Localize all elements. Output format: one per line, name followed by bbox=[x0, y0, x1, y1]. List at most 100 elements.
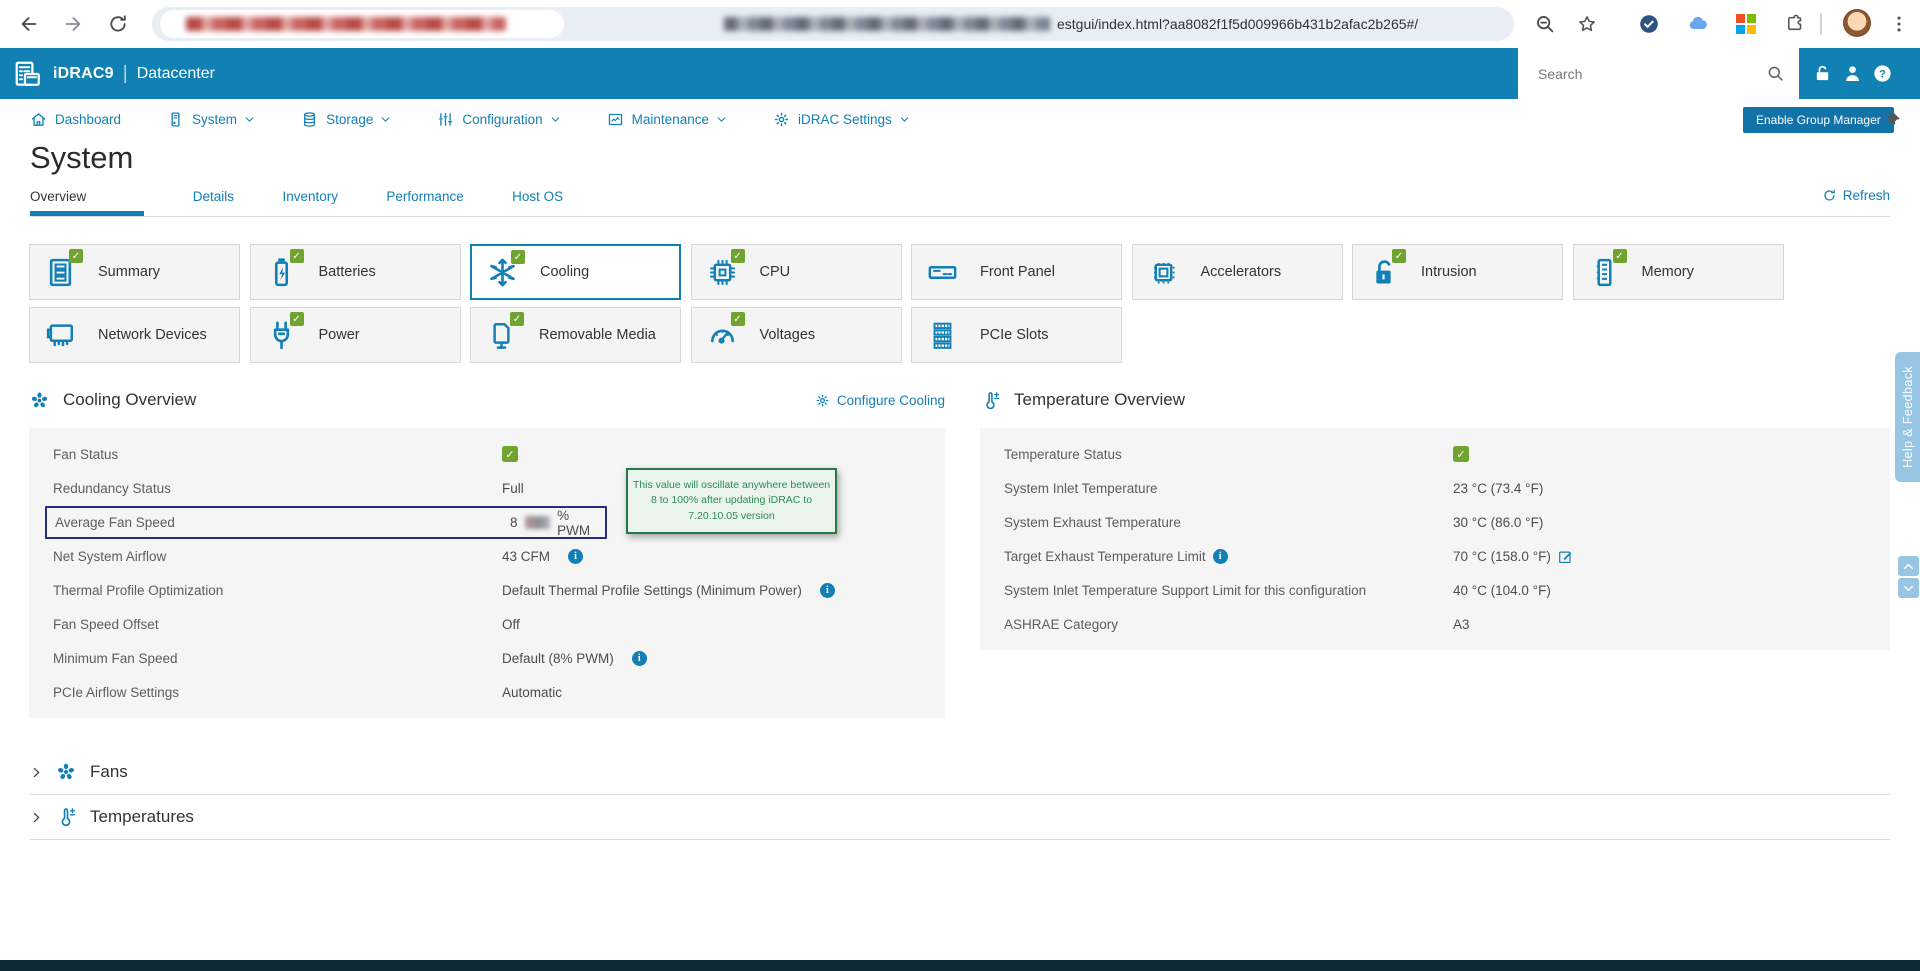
browser-profile-avatar[interactable] bbox=[1843, 9, 1871, 37]
browser-menu-dots-icon[interactable] bbox=[1888, 13, 1910, 35]
refresh-button[interactable]: Refresh bbox=[1822, 188, 1890, 203]
tab-bar: Overview Details Inventory Performance H… bbox=[30, 188, 1890, 217]
tab[interactable]: Inventory bbox=[282, 189, 338, 204]
microsoft-logo-icon[interactable] bbox=[1736, 14, 1756, 34]
lock-icon bbox=[1367, 256, 1400, 289]
tile[interactable]: ✓ Batteries bbox=[249, 244, 461, 300]
zoom-minus-icon[interactable] bbox=[1534, 13, 1556, 35]
help-feedback-tab[interactable]: Help & Feedback bbox=[1895, 352, 1920, 482]
tile[interactable]: ✓ Intrusion bbox=[1352, 244, 1563, 300]
tab[interactable]: Host OS bbox=[512, 189, 564, 204]
nav-item[interactable]: Maintenance bbox=[607, 111, 727, 128]
pin-icon[interactable] bbox=[1884, 111, 1902, 129]
tab[interactable]: Details bbox=[192, 189, 234, 204]
nav-item-icon bbox=[437, 111, 454, 128]
info-icon[interactable]: i bbox=[568, 548, 584, 564]
status-ok-badge-icon: ✓ bbox=[289, 312, 304, 326]
extensions-puzzle-icon[interactable] bbox=[1784, 13, 1806, 35]
chevron-down-icon bbox=[244, 114, 255, 125]
table-row: Thermal Profile Optimization i ✓ Default… bbox=[29, 573, 945, 607]
tile[interactable]: ✓ Removable Media bbox=[470, 307, 681, 363]
reload-icon[interactable] bbox=[107, 13, 129, 35]
nav-item[interactable]: Storage bbox=[301, 111, 391, 128]
table-row: System Inlet Temperature i ✓ 23 °C (73.4… bbox=[980, 471, 1890, 505]
site-info-chip[interactable] bbox=[160, 10, 564, 38]
info-icon[interactable]: i bbox=[819, 582, 835, 598]
tile[interactable]: ✓ Voltages bbox=[690, 307, 902, 363]
pcie-icon bbox=[926, 319, 959, 352]
info-icon[interactable]: i bbox=[1212, 548, 1228, 564]
nav-item[interactable]: Configuration bbox=[437, 111, 560, 128]
enable-group-manager-button[interactable]: Enable Group Manager bbox=[1743, 107, 1894, 133]
nav-item[interactable]: System bbox=[167, 111, 255, 128]
brand-edition: Datacenter bbox=[136, 64, 215, 82]
help-icon[interactable]: ? bbox=[1872, 63, 1893, 84]
redacted-value bbox=[524, 516, 551, 529]
tile[interactable]: ✓ CPU bbox=[690, 244, 902, 300]
row-value: Full bbox=[502, 480, 524, 496]
row-label: System Exhaust Temperature bbox=[1004, 514, 1181, 530]
row-value: 40 °C (104.0 °F) bbox=[1453, 582, 1551, 598]
app-navbar: Dashboard System Storage Conf bbox=[0, 99, 1920, 140]
edit-icon[interactable] bbox=[1557, 548, 1574, 565]
tile[interactable]: ✓ Network Devices bbox=[29, 307, 240, 363]
cloud-icon[interactable] bbox=[1687, 13, 1709, 35]
nav-item-icon bbox=[167, 111, 184, 128]
search-input[interactable] bbox=[1536, 64, 1750, 83]
chevron-right-icon bbox=[30, 766, 43, 779]
row-label: Thermal Profile Optimization bbox=[53, 582, 224, 598]
fan-icon bbox=[55, 761, 77, 783]
user-icon[interactable] bbox=[1842, 63, 1863, 84]
extension-check-badge-icon[interactable] bbox=[1638, 13, 1660, 35]
configure-cooling-label: Configure Cooling bbox=[836, 392, 945, 408]
cooling-overview-header: Cooling Overview Configure Cooling bbox=[29, 380, 945, 420]
bookmark-star-icon[interactable] bbox=[1576, 13, 1598, 35]
table-row: ASHRAE Category i ✓ A3 i bbox=[980, 607, 1890, 641]
search-icon[interactable] bbox=[1766, 64, 1785, 83]
table-row: System Exhaust Temperature i ✓ 30 °C (86… bbox=[980, 505, 1890, 539]
tab[interactable]: Overview bbox=[30, 189, 145, 216]
snowflake-icon bbox=[486, 256, 519, 289]
info-icon[interactable]: i bbox=[631, 650, 647, 666]
nav-item[interactable]: iDRAC Settings bbox=[773, 111, 910, 128]
browser-toolbar: estgui/index.html?aa8082f1f5d009966b431b… bbox=[0, 0, 1920, 49]
section-label: Fans bbox=[90, 762, 128, 781]
fans-section-toggle[interactable]: Fans bbox=[30, 750, 1890, 795]
back-icon[interactable] bbox=[18, 13, 40, 35]
nav-item[interactable]: Dashboard bbox=[30, 111, 121, 128]
tile[interactable]: ✓ Accelerators bbox=[1131, 244, 1343, 300]
nav-item-icon bbox=[773, 111, 790, 128]
app-header: iDRAC9 | Datacenter ? bbox=[0, 48, 1920, 99]
help-feedback-label: Help & Feedback bbox=[1900, 366, 1915, 468]
scroll-up-button[interactable] bbox=[1898, 556, 1919, 576]
page-title: System bbox=[30, 140, 134, 175]
tile[interactable]: ✓ PCIe Slots bbox=[911, 307, 1122, 363]
chevron-right-icon bbox=[30, 811, 43, 824]
tab[interactable]: Performance bbox=[386, 189, 464, 204]
chevron-up-icon bbox=[1902, 560, 1915, 573]
idrac-logo-icon bbox=[13, 59, 43, 89]
status-ok-badge-icon: ✓ bbox=[289, 249, 304, 263]
tile-label: Batteries bbox=[318, 264, 376, 280]
tile[interactable]: ✓ Front Panel bbox=[911, 244, 1122, 300]
temperature-overview-header: Temperature Overview bbox=[980, 380, 1890, 420]
address-bar[interactable]: estgui/index.html?aa8082f1f5d009966b431b… bbox=[152, 7, 1514, 41]
tile[interactable]: ✓ Cooling bbox=[470, 244, 681, 300]
row-value: A3 bbox=[1453, 616, 1470, 632]
unlock-icon[interactable] bbox=[1812, 63, 1833, 84]
tile[interactable]: ✓ Summary bbox=[29, 244, 240, 300]
tile[interactable]: ✓ Power bbox=[249, 307, 461, 363]
thermometer-icon bbox=[980, 390, 1001, 411]
table-row: Net System Airflow i ✓ 43 CFM i bbox=[29, 539, 945, 573]
status-ok-badge-icon: ✓ bbox=[511, 250, 525, 264]
configure-cooling-link[interactable]: Configure Cooling bbox=[815, 393, 945, 408]
row-value: Automatic bbox=[502, 684, 563, 700]
temperatures-section-toggle[interactable]: Temperatures bbox=[30, 795, 1890, 840]
tile[interactable]: ✓ Memory bbox=[1572, 244, 1784, 300]
nav-item-label: Maintenance bbox=[631, 112, 709, 127]
scroll-down-button[interactable] bbox=[1898, 578, 1919, 598]
forward-icon[interactable] bbox=[62, 13, 84, 35]
tile-label: Front Panel bbox=[980, 264, 1055, 280]
row-value: Default (8% PWM) bbox=[502, 650, 614, 666]
nav-item-label: Dashboard bbox=[55, 112, 122, 127]
